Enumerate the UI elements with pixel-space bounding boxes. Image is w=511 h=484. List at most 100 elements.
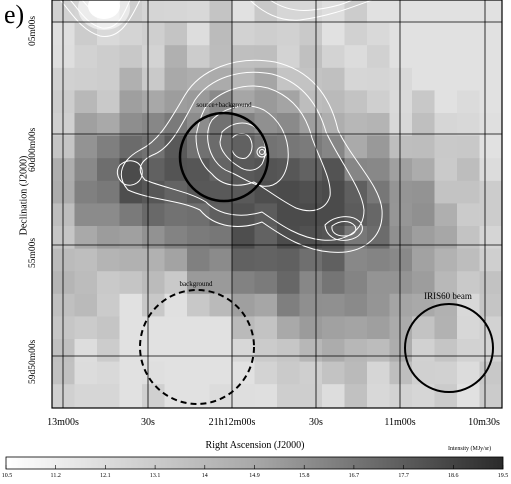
map-pixel [344,158,368,182]
map-pixel [344,22,368,46]
map-pixel [209,384,233,408]
map-frame [51,0,503,409]
map-pixel [457,316,481,340]
map-pixel [97,226,121,250]
map-pixel [344,316,368,340]
map-pixel [74,384,98,408]
map-pixel [367,271,391,295]
map-pixel [344,180,368,204]
map-pixel [479,293,502,317]
map-pixel [389,22,413,46]
map-pixel [389,271,413,295]
map-pixel [457,158,481,182]
map-pixel [344,90,368,114]
map-pixel [367,293,391,317]
map-pixel [299,339,323,363]
map-pixel [164,203,188,227]
colorbar [5,456,504,470]
map-pixel [412,67,436,91]
map-pixel [434,158,458,182]
map-pixel [142,226,166,250]
map-pixel [299,158,323,182]
map-pixel [232,361,256,385]
map-pixel [322,293,346,317]
map-pixel [97,45,121,69]
map-pixel [142,271,166,295]
map-pixel [209,226,233,250]
map-pixel [479,67,502,91]
map-pixel [164,22,188,46]
map-pixel [322,203,346,227]
map-pixel [457,0,481,24]
map-pixel [74,158,98,182]
map-pixel [52,90,76,114]
map-pixel [119,158,143,182]
map-pixel [119,271,143,295]
colorbar-tick-label: 17.7 [398,473,409,479]
map-pixel [434,248,458,272]
map-pixel [254,45,278,69]
map-pixel [299,226,323,250]
map-pixel [142,0,166,24]
map-pixel [209,113,233,137]
map-pixel [344,135,368,159]
map-pixel [322,45,346,69]
map-pixel [299,45,323,69]
map-pixel [479,90,502,114]
map-pixel [209,203,233,227]
map-pixel [209,0,233,24]
map-pixel [74,135,98,159]
map-pixel [119,384,143,408]
map-pixel [277,67,301,91]
map-pixel [142,339,166,363]
map-pixel [254,90,278,114]
map-pixel [389,293,413,317]
map-pixel [164,45,188,69]
map-pixel [187,316,211,340]
map-pixel [457,361,481,385]
map-pixel [232,90,256,114]
map-pixel [434,113,458,137]
map-pixel [97,339,121,363]
source-aperture [178,111,270,203]
map-pixel [232,135,256,159]
map-pixel [119,113,143,137]
map-pixel [367,90,391,114]
map-pixel [164,271,188,295]
map-pixel [277,113,301,137]
map-pixel [52,158,76,182]
map-pixel [389,384,413,408]
map-pixel [187,135,211,159]
map-pixel [74,203,98,227]
colorbar-tick-label: 14.9 [249,473,260,479]
map-pixel [434,384,458,408]
map-pixel [277,45,301,69]
colorbar-tick-label: 19.5 [497,473,509,479]
map-pixel [254,339,278,363]
map-pixel [322,339,346,363]
colorbar-tick-label: 18.6 [448,473,459,479]
map-pixel [322,67,346,91]
map-pixel [367,316,391,340]
map-pixel [187,158,211,182]
map-pixel [52,67,76,91]
map-pixel [119,67,143,91]
map-pixel [367,384,391,408]
map-pixel [434,45,458,69]
map-pixel [322,248,346,272]
map-pixel [142,67,166,91]
map-pixel [344,67,368,91]
map-pixel [164,67,188,91]
map-pixel [367,203,391,227]
map-pixel [187,339,211,363]
map-pixel [142,22,166,46]
x-tick-label: 10m30s [468,417,500,428]
map-pixel [119,361,143,385]
map-pixel [412,316,436,340]
map-pixel [97,293,121,317]
map-pixel [119,339,143,363]
map-pixel [209,316,233,340]
map-pixel [412,361,436,385]
map-pixel [164,180,188,204]
map-pixel [344,271,368,295]
